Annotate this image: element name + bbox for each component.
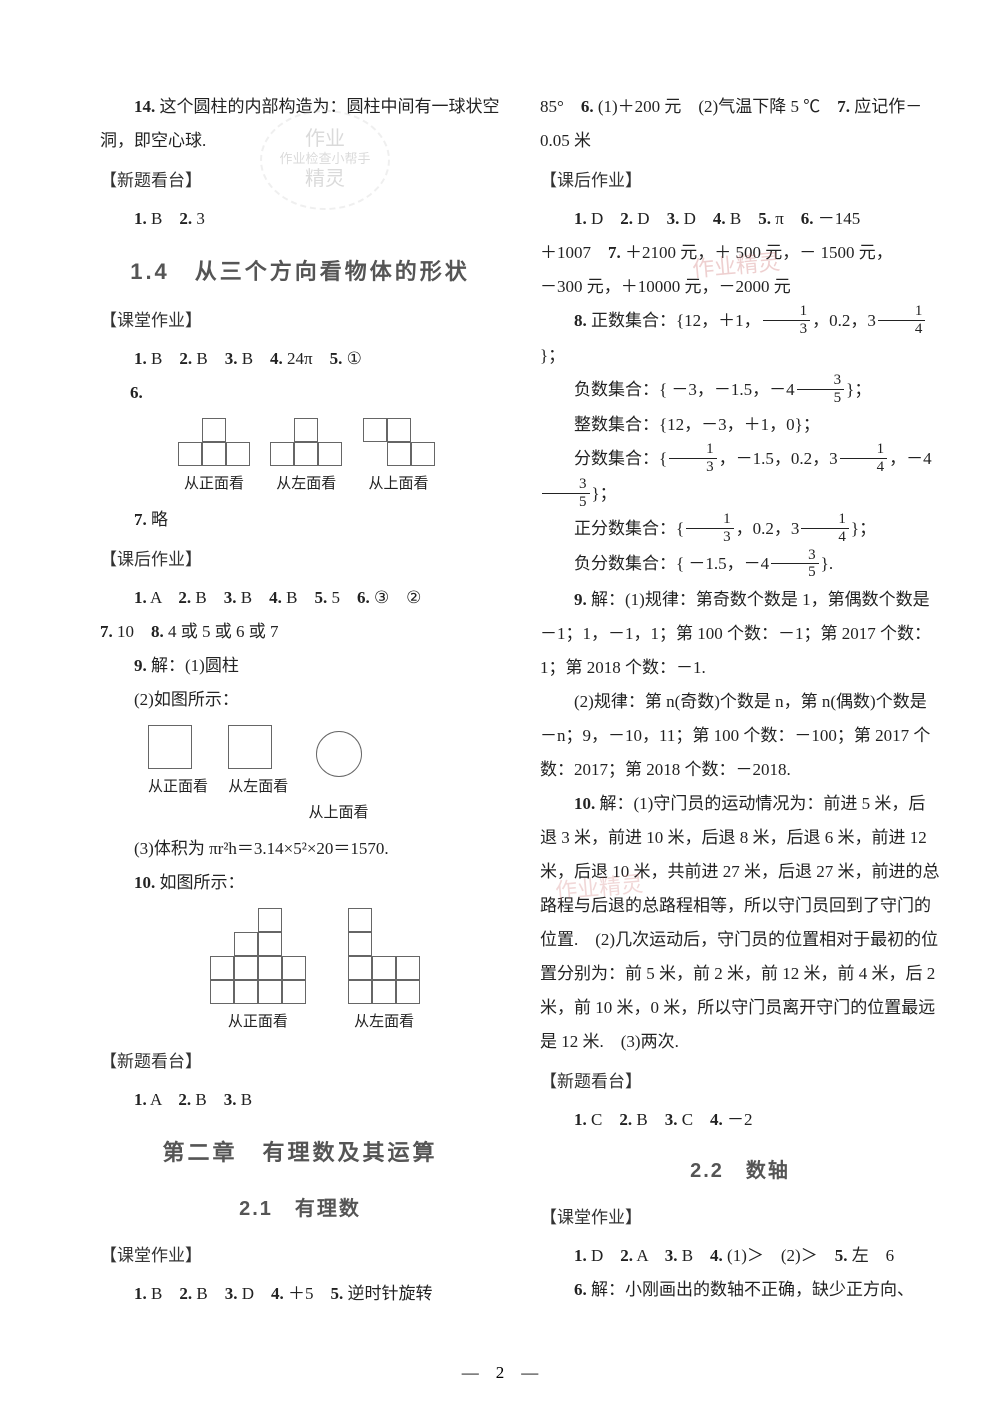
- right-top: 85° 6. (1)＋200 元 (2)气温下降 5 ℃ 7. 应记作－0.05…: [540, 90, 940, 158]
- r-khzy-l1: 1. D 2. D 3. D 4. B 5. π 6. －145: [540, 202, 940, 236]
- left-column: 14. 14. 这个圆柱的内部构造为：圆柱中间有一球状空洞，即空心球.这个圆柱的…: [100, 90, 500, 1373]
- xtkt1-answers: 1. B 2. 3: [100, 202, 500, 236]
- fig6-left: 从左面看: [270, 418, 342, 499]
- q9-figure-row: 从正面看 从左面看 从上面看: [140, 721, 500, 830]
- q8b: 负数集合：{ －3，－1.5，－435}；: [540, 373, 940, 408]
- q9-1: 9. 解：(1)圆柱: [100, 649, 500, 683]
- q8f: 负分数集合：{ －1.5，－435}.: [540, 547, 940, 582]
- fig9-top: 从上面看: [309, 725, 369, 828]
- heading-chapter-2: 第二章 有理数及其运算: [100, 1131, 500, 1175]
- khzy1-l1: 1. A 2. B 3. B 4. B 5. 5 6. ③ ②: [100, 581, 500, 615]
- q10r: 10. 解：(1)守门员的运动情况为：前进 5 米，后退 3 米，前进 10 米…: [540, 787, 940, 1059]
- r-xtkt-ans: 1. C 2. B 3. C 4. －2: [540, 1103, 940, 1137]
- r-khzy: 【课后作业】: [540, 164, 940, 198]
- q9-2: (2)如图所示：: [100, 683, 500, 717]
- fig10-left: 从左面看: [348, 908, 420, 1037]
- r-q6: 6. 解：小刚画出的数轴不正确，缺少正方向、: [540, 1273, 940, 1307]
- q9r: 9. 解：(1)规律：第奇数个数是 1，第偶数个数是－1；1，－1，1；第 10…: [540, 583, 940, 685]
- q8c: 整数集合：{12，－3，＋1，0}；: [540, 408, 940, 442]
- q10: 10. 如图所示：: [100, 866, 500, 900]
- q7: 7. 略: [100, 503, 500, 537]
- section-xtkt-2: 【新题看台】: [100, 1045, 500, 1079]
- heading-2-1: 2.1 有理数: [100, 1189, 500, 1229]
- ktzy2-l1: 1. B 2. B 3. D 4. ＋5 5. 逆时针旋转: [100, 1277, 500, 1311]
- r-ktzy-l1: 1. D 2. A 3. B 4. (1)＞ (2)＞ 5. 左 6: [540, 1239, 940, 1273]
- two-column-layout: 14. 14. 这个圆柱的内部构造为：圆柱中间有一球状空洞，即空心球.这个圆柱的…: [100, 90, 940, 1373]
- q10-figure-row: 从正面看 从左面看: [130, 904, 500, 1039]
- q9r-2: (2)规律：第 n(奇数)个数是 n，第 n(偶数)个数是－n；9，－10，11…: [540, 685, 940, 787]
- r-xtkt: 【新题看台】: [540, 1065, 940, 1099]
- question-6-figure: 6. 从正面看 从左面看: [130, 376, 500, 501]
- section-khzy-1: 【课后作业】: [100, 543, 500, 577]
- xtkt2-answers: 1. A 2. B 3. B: [100, 1083, 500, 1117]
- fig9-front: 从正面看: [148, 725, 208, 802]
- page-number: — 2 —: [0, 1358, 1000, 1383]
- section-ktzy-2: 【课堂作业】: [100, 1239, 500, 1273]
- fig6-front: 从正面看: [178, 418, 250, 499]
- watermark-stamp: 作业 作业检查小帮手 精灵: [260, 110, 390, 210]
- q8a: 8. 正数集合：{12，＋1，13，0.2，314}；: [540, 304, 940, 373]
- section-ktzy-1: 【课堂作业】: [100, 304, 500, 338]
- fig6-top: 从上面看: [363, 418, 435, 499]
- heading-1-4: 1.4 从三个方向看物体的形状: [100, 250, 500, 294]
- q9-3: (3)体积为 πr²h＝3.14×5²×20＝1570.: [100, 832, 500, 866]
- fig9-left: 从左面看: [228, 725, 288, 802]
- r-ktzy: 【课堂作业】: [540, 1201, 940, 1235]
- ktzy1-line1: 1. B 2. B 3. B 4. 24π 5. ①: [100, 342, 500, 376]
- q8e: 正分数集合：{13，0.2，314}；: [540, 512, 940, 547]
- heading-2-2: 2.2 数轴: [540, 1151, 940, 1191]
- q8d: 分数集合：{13，－1.5，0.2，314，－435}；: [540, 442, 940, 512]
- fig10-front: 从正面看: [210, 908, 306, 1037]
- khzy1-l2: 7. 10 8. 4 或 5 或 6 或 7: [100, 615, 500, 649]
- right-column: 85° 6. (1)＋200 元 (2)气温下降 5 ℃ 7. 应记作－0.05…: [540, 90, 940, 1373]
